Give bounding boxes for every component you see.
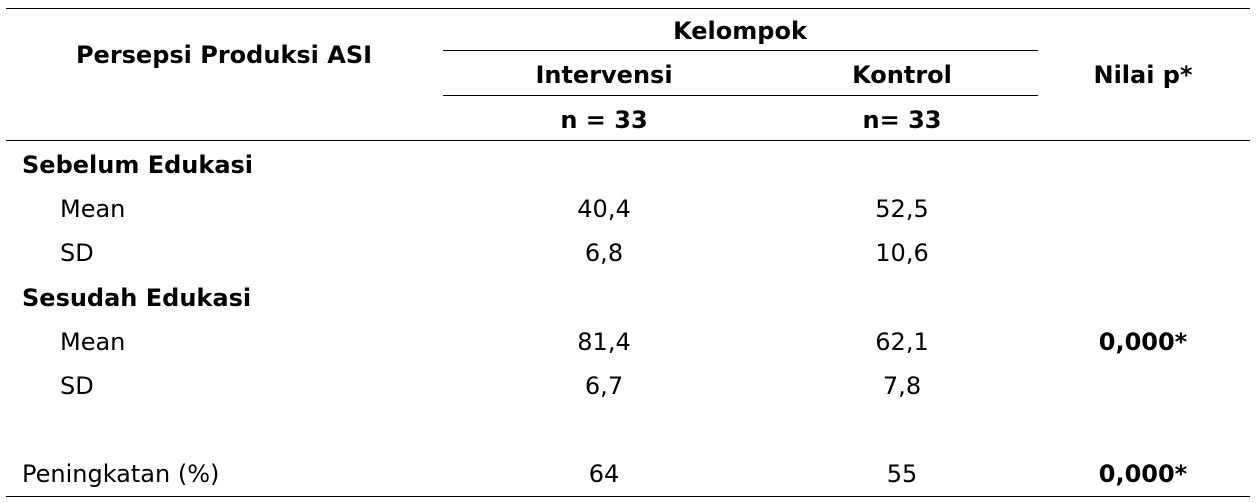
column-rule [443, 95, 1038, 96]
cell: 64 [588, 460, 620, 488]
top-rule [6, 8, 1250, 9]
cell: 52,5 [875, 195, 929, 223]
row-label-header: Persepsi Produksi ASI [75, 41, 373, 69]
row-label: SD [60, 372, 94, 400]
row-label: SD [60, 239, 94, 267]
summary-label: Peningkatan (%) [22, 460, 220, 488]
cell: 7,8 [882, 372, 922, 400]
section-title: Sebelum Edukasi [22, 151, 254, 179]
cell: 81,4 [577, 328, 631, 356]
row-label: Mean [60, 328, 126, 356]
group-rule [443, 50, 1038, 51]
section-title: Sesudah Edukasi [22, 284, 252, 312]
column-header: Intervensi [535, 61, 673, 89]
header-rule [6, 140, 1250, 141]
column-n: n= 33 [862, 106, 942, 134]
column-header: Kontrol [852, 61, 952, 89]
cell: 40,4 [577, 195, 631, 223]
cell: 62,1 [875, 328, 929, 356]
cell: 55 [886, 460, 918, 488]
column-n: n = 33 [560, 106, 648, 134]
cell: 6,8 [584, 239, 624, 267]
p-header: Nilai p* [1093, 61, 1193, 89]
p-value: 0,000* [1098, 328, 1188, 356]
cell: 6,7 [584, 372, 624, 400]
p-value: 0,000* [1098, 460, 1188, 488]
row-label: Mean [60, 195, 126, 223]
cell: 10,6 [875, 239, 929, 267]
group-header: Kelompok [673, 17, 807, 45]
bottom-rule [6, 496, 1250, 497]
